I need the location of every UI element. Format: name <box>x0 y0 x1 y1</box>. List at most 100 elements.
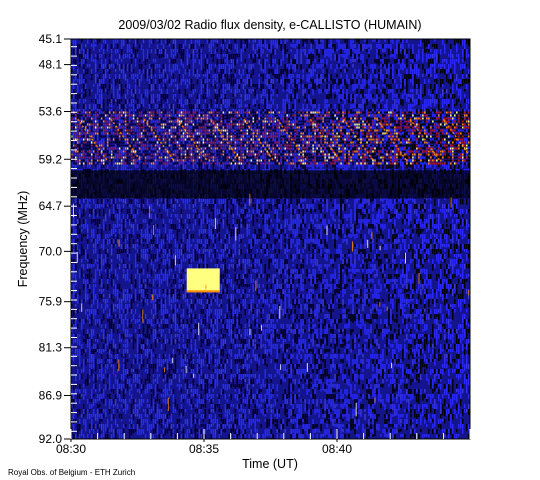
heatmap-cell <box>230 89 232 93</box>
heatmap-cell <box>98 259 101 264</box>
heatmap-cell <box>168 424 171 431</box>
heatmap-cell <box>124 99 127 106</box>
heatmap-cell <box>120 39 123 46</box>
heatmap-cell <box>138 414 141 421</box>
heatmap-cell <box>188 204 191 210</box>
heatmap-cell <box>73 84 75 90</box>
heatmap-cell <box>164 319 167 326</box>
heatmap-cell <box>164 94 167 101</box>
heatmap-cell <box>146 374 149 381</box>
heatmap-cell <box>166 164 169 167</box>
heatmap-cell <box>192 324 195 329</box>
heatmap-cell <box>204 244 207 248</box>
heatmap-cell <box>200 414 203 419</box>
heatmap-cell <box>270 299 272 303</box>
heatmap-cell <box>130 64 133 71</box>
heatmap-cell <box>190 404 193 411</box>
heatmap-cell <box>128 209 131 213</box>
heatmap-cell <box>168 419 171 423</box>
heatmap-cell <box>186 214 189 219</box>
heatmap-cell <box>266 319 268 323</box>
heatmap-cell <box>148 54 151 59</box>
heatmap-cell <box>150 64 153 67</box>
heatmap-cell <box>132 224 135 229</box>
heatmap-cell <box>78 99 81 104</box>
heatmap-cell <box>226 354 229 362</box>
heatmap-cell <box>80 274 83 278</box>
heatmap-cell <box>244 59 246 63</box>
heatmap-cell <box>96 374 99 380</box>
heatmap-cell <box>254 404 256 409</box>
heatmap-cell <box>196 104 199 108</box>
heatmap-cell <box>186 234 189 242</box>
heatmap-cell <box>208 364 211 370</box>
heatmap-cell <box>214 349 217 354</box>
heatmap-cell <box>164 204 167 212</box>
heatmap-cell <box>236 229 238 237</box>
heatmap-cell <box>146 364 149 368</box>
heatmap-cell <box>206 199 209 207</box>
heatmap-cell <box>122 399 125 404</box>
heatmap-cell <box>194 319 197 323</box>
heatmap-cell <box>168 314 171 317</box>
heatmap-cell <box>106 349 109 352</box>
heatmap-cell <box>164 414 167 419</box>
heatmap-cell <box>76 429 79 437</box>
heatmap-cell <box>190 384 193 389</box>
heatmap-cell <box>226 289 229 297</box>
heatmap-cell <box>228 49 231 52</box>
heatmap-cell <box>218 209 221 216</box>
heatmap-cell <box>240 239 242 244</box>
heatmap-cell <box>252 209 254 215</box>
heatmap-cell <box>270 374 272 379</box>
heatmap-cell <box>200 224 203 229</box>
heatmap-cell <box>74 264 77 270</box>
heatmap-cell <box>120 49 123 56</box>
heatmap-cell <box>92 199 95 204</box>
heatmap-cell <box>178 379 181 383</box>
heatmap-cell <box>260 99 262 104</box>
heatmap-cell <box>86 239 89 244</box>
heatmap-cell <box>236 344 238 347</box>
heatmap-cell <box>142 239 145 242</box>
heatmap-cell <box>112 94 115 99</box>
heatmap-cell <box>246 249 248 253</box>
heatmap-cell <box>112 364 115 369</box>
heatmap-cell <box>230 209 232 215</box>
heatmap-cell <box>178 69 181 77</box>
heatmap-cell <box>276 289 278 293</box>
heatmap-cell <box>236 224 238 231</box>
heatmap-cell <box>178 99 181 105</box>
heatmap-cell <box>92 239 95 242</box>
heatmap-cell <box>126 139 129 143</box>
heatmap-cell <box>176 104 179 109</box>
heatmap-cell <box>152 64 155 72</box>
heatmap-cell <box>186 124 189 129</box>
heatmap-cell <box>276 414 278 421</box>
heatmap-cell <box>192 394 195 397</box>
heatmap-cell <box>136 204 139 207</box>
heatmap-cell <box>104 434 107 439</box>
heatmap-cell <box>152 294 155 302</box>
heatmap-cell <box>252 214 254 221</box>
heatmap-cell <box>188 394 191 397</box>
heatmap-cell <box>196 39 199 44</box>
heatmap-cell <box>118 229 121 235</box>
heatmap-cell <box>84 274 87 280</box>
heatmap-cell <box>180 319 183 323</box>
heatmap-cell <box>148 284 151 287</box>
heatmap-cell <box>71 354 73 360</box>
heatmap-cell <box>130 424 133 428</box>
heatmap-cell <box>248 284 250 287</box>
heatmap-cell <box>82 359 85 366</box>
heatmap-cell <box>236 394 238 401</box>
heatmap-cell <box>132 54 135 58</box>
heatmap-cell <box>108 379 111 385</box>
heatmap-cell <box>104 409 107 416</box>
heatmap-cell <box>166 419 169 425</box>
heatmap-cell <box>178 204 181 207</box>
heatmap-cell <box>148 434 151 439</box>
heatmap-cell <box>118 54 121 59</box>
heatmap-cell <box>232 429 234 433</box>
heatmap-cell <box>158 359 161 367</box>
